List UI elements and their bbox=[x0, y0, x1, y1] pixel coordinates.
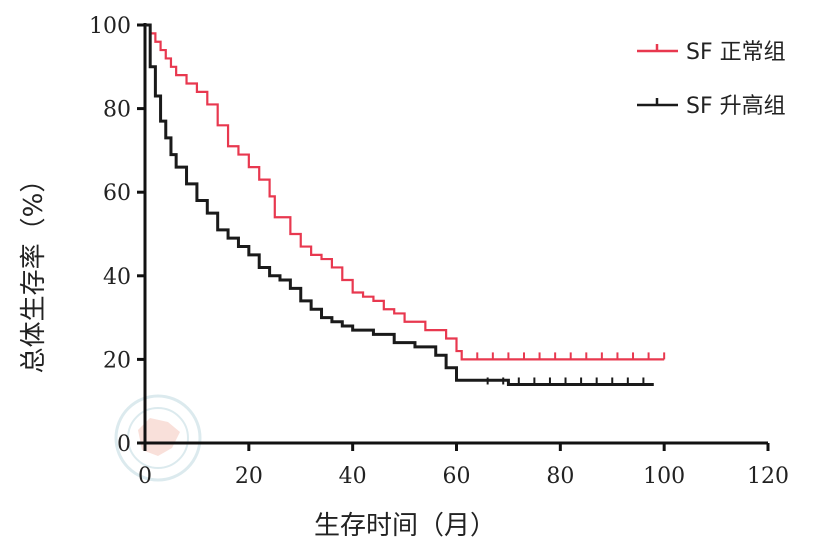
legend: SF 正常组 SF 升高组 bbox=[637, 40, 786, 119]
x-axis-title: 生存时间（月） bbox=[314, 511, 496, 541]
y-tick-label: 40 bbox=[103, 265, 131, 290]
watermark-seal bbox=[114, 394, 202, 482]
y-tick-label: 60 bbox=[103, 181, 131, 206]
legend-label-elevated: SF 升高组 bbox=[686, 94, 786, 119]
y-tick-label: 0 bbox=[117, 432, 131, 457]
axes: 0 20 40 60 80 100 120 0 20 40 60 80 100 bbox=[89, 14, 789, 489]
y-tick-label: 100 bbox=[89, 14, 131, 39]
legend-label-normal: SF 正常组 bbox=[686, 40, 786, 65]
y-axis-title: 总体生存率（%） bbox=[19, 167, 49, 374]
x-tick-label: 60 bbox=[443, 464, 471, 489]
legend-item-elevated: SF 升高组 bbox=[637, 94, 786, 119]
series-curves bbox=[145, 23, 666, 386]
x-tick-label: 20 bbox=[235, 464, 263, 489]
x-tick-label: 40 bbox=[339, 464, 367, 489]
x-tick-label: 100 bbox=[643, 464, 685, 489]
series-line-1 bbox=[145, 23, 654, 386]
y-tick-label: 80 bbox=[103, 98, 131, 123]
x-tick-label: 120 bbox=[747, 464, 789, 489]
series-line-0 bbox=[145, 23, 665, 361]
y-tick-label: 20 bbox=[103, 348, 131, 373]
x-tick-label: 80 bbox=[546, 464, 574, 489]
legend-item-normal: SF 正常组 bbox=[637, 40, 786, 65]
x-tick-label: 0 bbox=[138, 464, 152, 489]
